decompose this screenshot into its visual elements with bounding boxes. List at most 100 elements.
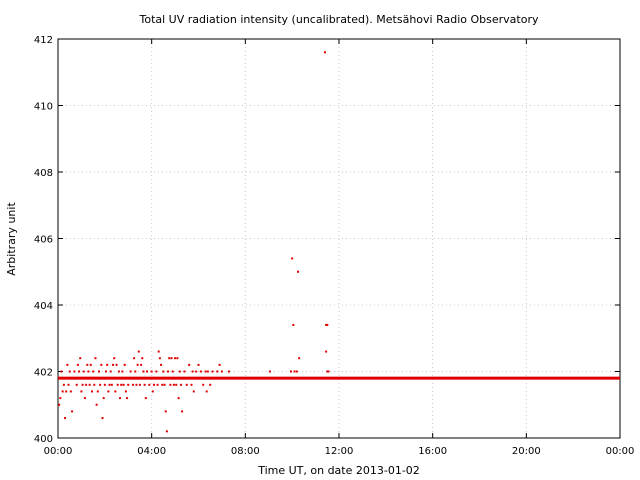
data-point	[65, 390, 68, 393]
data-point	[190, 383, 193, 386]
data-point	[75, 383, 78, 386]
data-point	[216, 370, 219, 373]
data-point	[108, 383, 111, 386]
data-point	[211, 370, 214, 373]
chart-title: Total UV radiation intensity (uncalibrat…	[139, 13, 539, 26]
data-point	[103, 383, 106, 386]
data-point	[81, 383, 84, 386]
data-point	[127, 383, 130, 386]
y-tick-label: 412	[34, 35, 53, 46]
data-point	[153, 383, 156, 386]
data-point	[204, 370, 207, 373]
axis-ticks: 00:00 04:00 08:00 12:00 16:00 20:00 00:0040040…	[34, 35, 635, 457]
data-point	[97, 370, 100, 373]
data-point	[120, 383, 123, 386]
baseline-series	[58, 376, 620, 380]
data-point	[227, 370, 230, 373]
data-point	[191, 370, 194, 373]
data-point	[206, 370, 209, 373]
data-point	[157, 350, 160, 353]
data-point	[171, 370, 174, 373]
data-point	[268, 370, 271, 373]
data-point	[199, 370, 202, 373]
data-point	[205, 390, 208, 393]
data-point	[170, 357, 173, 360]
data-point	[106, 363, 109, 366]
data-point	[143, 383, 146, 386]
data-point	[87, 370, 90, 373]
data-point	[163, 383, 166, 386]
data-point	[135, 383, 138, 386]
data-point	[137, 350, 140, 353]
data-point	[144, 397, 147, 400]
data-point	[60, 370, 63, 373]
y-axis-label: Arbitrary unit	[5, 202, 18, 276]
data-point	[76, 363, 79, 366]
data-point	[61, 390, 64, 393]
data-point	[78, 370, 81, 373]
x-axis-label: Time UT, on date 2013-01-02	[257, 464, 420, 477]
data-point	[116, 383, 119, 386]
data-point	[73, 370, 76, 373]
data-point	[297, 270, 300, 273]
data-point	[175, 383, 178, 386]
data-point	[218, 363, 221, 366]
data-point	[101, 417, 104, 420]
data-point	[100, 363, 103, 366]
data-point	[292, 323, 295, 326]
data-point	[117, 370, 120, 373]
data-point	[82, 370, 85, 373]
data-point	[150, 370, 153, 373]
data-point	[124, 390, 127, 393]
data-point	[115, 363, 118, 366]
data-point	[161, 383, 164, 386]
data-points	[58, 51, 620, 433]
data-point	[168, 357, 171, 360]
data-point	[95, 403, 98, 406]
data-point	[96, 390, 99, 393]
data-point	[327, 370, 330, 373]
data-point	[68, 370, 71, 373]
data-point	[164, 410, 167, 413]
data-point	[291, 257, 294, 260]
data-point	[126, 397, 129, 400]
data-point	[69, 390, 72, 393]
data-point	[298, 357, 301, 360]
data-point	[79, 357, 82, 360]
data-point	[181, 410, 184, 413]
data-point	[134, 370, 137, 373]
data-point	[160, 363, 163, 366]
data-point	[71, 410, 74, 413]
y-tick-label: 404	[34, 301, 53, 312]
data-point	[121, 370, 124, 373]
data-point	[62, 383, 65, 386]
data-point	[179, 383, 182, 386]
data-point	[110, 383, 113, 386]
data-point	[123, 363, 126, 366]
data-point	[94, 357, 97, 360]
data-point	[64, 417, 67, 420]
data-point	[197, 363, 200, 366]
data-point	[174, 357, 177, 360]
data-point	[158, 357, 161, 360]
x-tick-label: 04:00	[137, 446, 166, 457]
data-point	[202, 383, 205, 386]
data-point	[105, 370, 108, 373]
data-point	[99, 383, 102, 386]
x-tick-label: 00:00	[606, 446, 635, 457]
data-point	[293, 370, 296, 373]
data-point	[90, 390, 93, 393]
y-tick-label: 410	[34, 102, 53, 113]
data-point	[156, 383, 159, 386]
data-point	[131, 383, 134, 386]
data-point	[66, 363, 69, 366]
data-point	[140, 363, 143, 366]
data-point	[188, 363, 191, 366]
data-point	[88, 383, 91, 386]
data-point	[136, 363, 139, 366]
y-tick-label: 408	[34, 168, 53, 179]
y-tick-label: 406	[34, 235, 53, 246]
data-point	[195, 370, 198, 373]
y-tick-label: 402	[34, 368, 53, 379]
data-point	[177, 397, 180, 400]
